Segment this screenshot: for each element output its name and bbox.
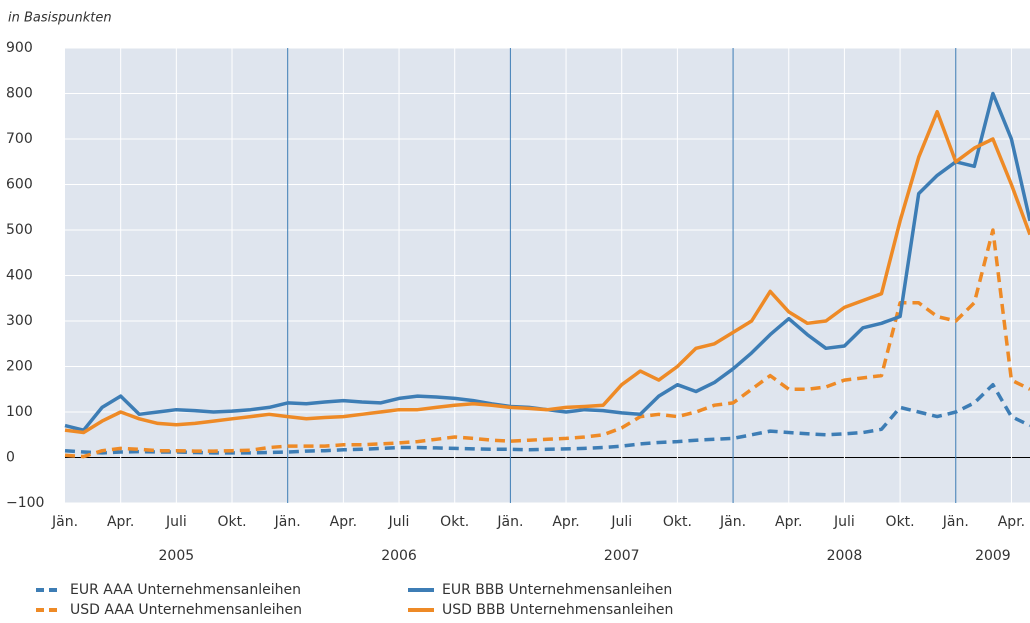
y-tick-label: 700 xyxy=(6,131,33,147)
x-tick-label: Jän. xyxy=(942,514,969,530)
y-tick-label: 600 xyxy=(6,177,33,193)
year-label: 2009 xyxy=(975,548,1011,564)
year-label: 2007 xyxy=(604,548,640,564)
year-label: 2005 xyxy=(159,548,195,564)
y-tick-label: 500 xyxy=(6,222,33,238)
x-tick-label: Juli xyxy=(610,514,632,530)
x-tick-label: Jän. xyxy=(719,514,746,530)
legend-label: USD AAA Unternehmensanleihen xyxy=(70,602,302,618)
y-tick-label: 200 xyxy=(6,359,33,375)
y-tick-label: 100 xyxy=(6,404,33,420)
y-tick-label: 900 xyxy=(6,40,33,56)
y-tick-label: 0 xyxy=(6,450,15,466)
y-tick-label: −100 xyxy=(6,495,44,511)
x-tick-label: Juli xyxy=(388,514,410,530)
y-tick-label: 400 xyxy=(6,268,33,284)
x-tick-label: Apr. xyxy=(552,514,579,530)
legend-label: USD BBB Unternehmensanleihen xyxy=(442,602,673,618)
x-tick-label: Jän. xyxy=(496,514,523,530)
x-tick-label: Juli xyxy=(833,514,855,530)
legend-label: EUR BBB Unternehmensanleihen xyxy=(442,582,672,598)
x-tick-label: Okt. xyxy=(886,514,915,530)
y-axis-label: in Basispunkten xyxy=(8,11,112,26)
year-label: 2008 xyxy=(827,548,863,564)
series-line xyxy=(64,228,1030,459)
y-tick-label: 300 xyxy=(6,313,33,329)
x-tick-label: Okt. xyxy=(663,514,692,530)
series-line xyxy=(64,109,1030,435)
x-tick-label: Apr. xyxy=(998,514,1025,530)
x-tick-label: Juli xyxy=(165,514,187,530)
legend-label: EUR AAA Unternehmensanleihen xyxy=(70,582,301,598)
x-tick-label: Okt. xyxy=(217,514,246,530)
x-tick-label: Apr. xyxy=(330,514,357,530)
x-tick-label: Apr. xyxy=(107,514,134,530)
series-line xyxy=(64,382,1030,455)
x-tick-label: Jän. xyxy=(274,514,301,530)
year-label: 2006 xyxy=(381,548,417,564)
x-tick-label: Okt. xyxy=(440,514,469,530)
x-tick-label: Jän. xyxy=(51,514,78,530)
y-tick-label: 800 xyxy=(6,86,33,102)
x-tick-label: Apr. xyxy=(775,514,802,530)
